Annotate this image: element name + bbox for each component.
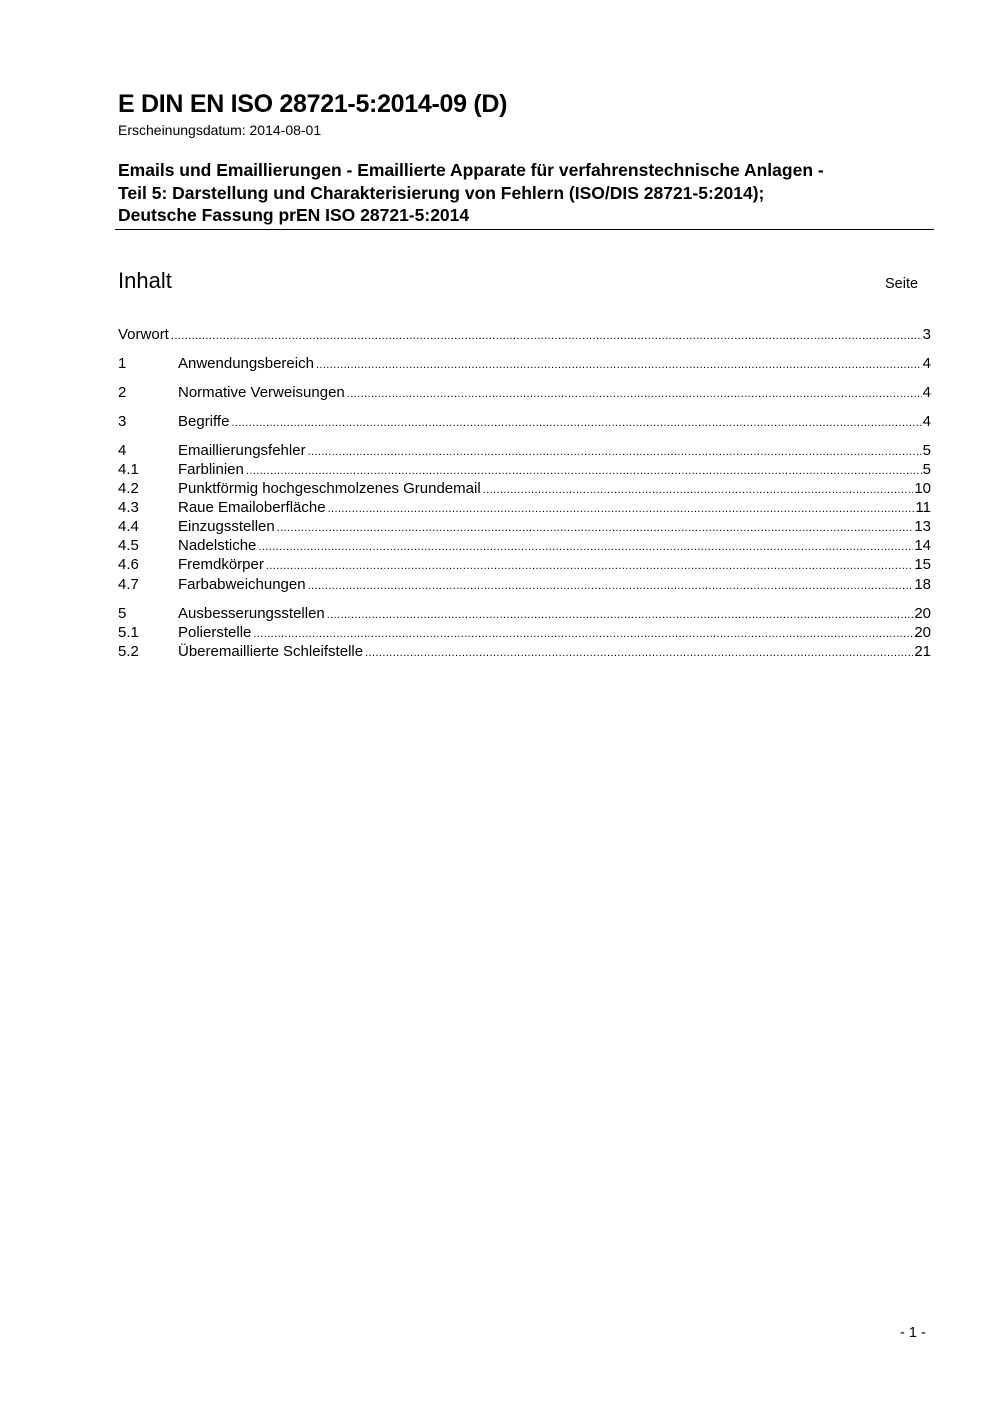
toc-title: Inhalt <box>118 268 172 293</box>
toc-entry-label: Farblinien <box>178 461 244 478</box>
toc-entry-page: 4 <box>922 384 931 401</box>
toc-entry-number: 3 <box>118 413 127 430</box>
toc-entry-number: 5.1 <box>118 624 139 641</box>
toc-entry-label: Ausbesserungsstellen <box>178 605 325 622</box>
toc-leader-dots <box>266 556 913 576</box>
toc-entry[interactable]: 5.1 Polierstelle 20 <box>118 623 931 643</box>
toc-entry-page: 4 <box>922 413 931 430</box>
toc-leader-dots <box>365 643 913 663</box>
toc-entry-page: 18 <box>914 576 931 593</box>
toc-entry-number: 4.7 <box>118 576 139 593</box>
toc-entry[interactable]: 4.7 Farbabweichungen 18 <box>118 575 931 595</box>
toc-entry-page: 4 <box>922 355 931 372</box>
toc-page-column-label: Seite <box>885 276 919 292</box>
toc-entry-number: 4.3 <box>118 499 139 516</box>
footer-page-number: - 1 - <box>900 1325 926 1341</box>
toc-entry[interactable]: 1 Anwendungsbereich 4 <box>118 354 931 374</box>
toc-leader-dots <box>258 537 913 557</box>
toc-entry-label: Farbabweichungen <box>178 576 306 593</box>
toc-leader-dots <box>277 518 914 538</box>
toc-entry[interactable]: 4.5 Nadelstiche 14 <box>118 536 931 556</box>
toc-entry-label: Begriffe <box>178 413 230 430</box>
toc-entry-page: 13 <box>914 518 931 535</box>
toc-entry[interactable]: 2 Normative Verweisungen 4 <box>118 383 931 403</box>
toc-entry-page: 5 <box>922 461 931 478</box>
toc-leader-dots <box>308 442 922 462</box>
toc-entry-page: 20 <box>914 624 931 641</box>
toc-entry-page: 10 <box>914 480 931 497</box>
toc-entry-number: 4 <box>118 442 127 459</box>
toc-leader-dots <box>171 326 922 346</box>
toc-entry-label: Anwendungsbereich <box>178 355 314 372</box>
toc-entry-label: Überemaillierte Schleifstelle <box>178 643 364 660</box>
toc-entry[interactable]: 5 Ausbesserungsstellen 20 <box>118 604 931 624</box>
toc-entry-number: 4.1 <box>118 461 139 478</box>
toc-entry-label: Raue Emailoberfläche <box>178 499 326 516</box>
toc-entry-page: 14 <box>914 537 931 554</box>
toc-entry-label: Punktförmig hochgeschmolzenes Grundemail <box>178 480 481 497</box>
heading-line: Teil 5: Darstellung und Charakterisierun… <box>118 182 765 203</box>
toc-leader-dots <box>231 413 921 433</box>
toc-entry-number: 2 <box>118 384 127 401</box>
toc-entry-label: Einzugsstellen <box>178 518 275 535</box>
toc-entry-page: 15 <box>914 556 931 573</box>
toc-entry-page: 5 <box>922 442 931 459</box>
toc-entry-page: 20 <box>914 605 931 622</box>
toc-entry-page: 3 <box>922 326 931 343</box>
toc-entry[interactable]: 4 Emaillierungsfehler 5 <box>118 441 931 461</box>
toc-leader-dots <box>316 355 922 375</box>
publication-date: Erscheinungsdatum: 2014-08-01 <box>118 122 322 138</box>
toc-entry-number: 4.4 <box>118 518 139 535</box>
document-heading: Emails und Emaillierungen - Emaillierte … <box>118 159 938 227</box>
toc-entry-number: 5 <box>118 605 127 622</box>
toc-entry[interactable]: Vorwort 3 <box>118 325 931 345</box>
toc-leader-dots <box>253 624 913 644</box>
toc-entry[interactable]: 4.2 Punktförmig hochgeschmolzenes Grundem… <box>118 479 931 499</box>
toc-entry-number: 4.6 <box>118 556 139 573</box>
toc-leader-dots <box>347 384 922 404</box>
toc-entry-number: 4.2 <box>118 480 139 497</box>
toc-entry[interactable]: 3 Begriffe 4 <box>118 412 931 432</box>
toc-entry-number: 1 <box>118 355 127 372</box>
toc-entry-page: 21 <box>914 643 931 660</box>
toc-entry-label: Emaillierungsfehler <box>178 442 306 459</box>
heading-line: Emails und Emaillierungen - Emaillierte … <box>118 160 824 180</box>
toc-leader-dots <box>328 499 915 519</box>
toc-leader-dots <box>246 461 922 481</box>
toc-entry-page: 11 <box>915 499 931 516</box>
toc-entry-label: Fremdkörper <box>178 556 264 573</box>
toc-entry[interactable]: 4.3 Raue Emailoberfläche 11 <box>118 498 931 518</box>
toc-entry[interactable]: 4.4 Einzugsstellen 13 <box>118 517 931 537</box>
toc-leader-dots <box>483 480 914 500</box>
toc-entry-label: Vorwort <box>118 326 169 343</box>
toc-entry-label: Polierstelle <box>178 624 252 641</box>
toc-entry[interactable]: 4.6 Fremdkörper 15 <box>118 555 931 575</box>
toc-entry-number: 4.5 <box>118 537 139 554</box>
toc-entry[interactable]: 5.2 Überemaillierte Schleifstelle 21 <box>118 642 931 662</box>
toc-entry-label: Normative Verweisungen <box>178 384 345 401</box>
toc-entry[interactable]: 4.1 Farblinien 5 <box>118 460 931 480</box>
toc-leader-dots <box>308 576 914 596</box>
heading-divider <box>115 229 934 230</box>
toc-leader-dots <box>327 605 914 625</box>
document-title: E DIN EN ISO 28721-5:2014-09 (D) <box>118 90 508 118</box>
toc-entry-label: Nadelstiche <box>178 537 257 554</box>
heading-line: Deutsche Fassung prEN ISO 28721-5:2014 <box>118 205 470 225</box>
toc-entry-number: 5.2 <box>118 643 139 660</box>
